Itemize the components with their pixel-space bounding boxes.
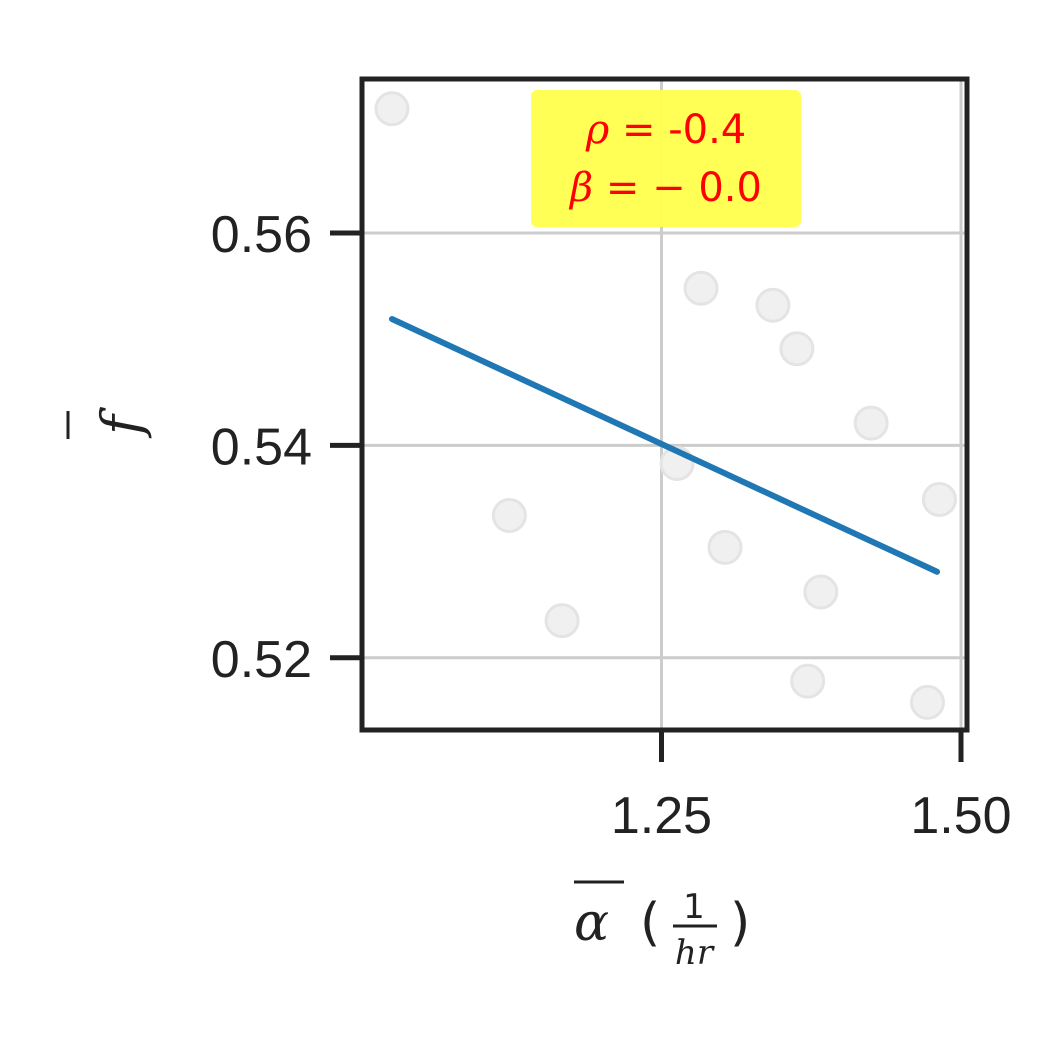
data-points bbox=[374, 91, 957, 720]
data-point-12 bbox=[921, 482, 957, 518]
regression-line bbox=[388, 316, 941, 575]
stats-annotation: ρ = -0.4 β = − 0.0 bbox=[531, 90, 801, 227]
data-point-9 bbox=[803, 574, 839, 610]
x-label-close-paren: ) bbox=[730, 893, 750, 953]
data-point-2 bbox=[544, 603, 580, 639]
data-point-0 bbox=[374, 91, 410, 127]
data-point-6 bbox=[755, 287, 791, 323]
data-point-11 bbox=[909, 684, 945, 720]
x-tick-label-0: 1.25 bbox=[611, 787, 712, 845]
x-label-unit-denominator: hr bbox=[675, 933, 715, 973]
x-label-symbol: α bbox=[574, 893, 609, 953]
grid-lines bbox=[362, 79, 967, 730]
y-axis-label: f bbox=[66, 407, 153, 439]
rho-annotation: ρ = -0.4 bbox=[585, 107, 747, 153]
data-point-5 bbox=[707, 529, 743, 565]
x-axis-label: α ( 1 hr ) bbox=[574, 880, 750, 973]
x-axis-ticks: 1.25 1.50 bbox=[611, 730, 1012, 845]
y-label-symbol: f bbox=[90, 407, 153, 439]
data-point-8 bbox=[790, 663, 826, 699]
y-tick-label-0: 0.52 bbox=[211, 631, 312, 689]
data-point-1 bbox=[491, 497, 527, 533]
x-tick-label-1: 1.50 bbox=[910, 787, 1011, 845]
x-label-open-paren: ( bbox=[640, 893, 660, 953]
y-axis-ticks: 0.52 0.54 0.56 bbox=[211, 206, 362, 689]
y-tick-label-1: 0.54 bbox=[211, 418, 312, 476]
data-point-10 bbox=[853, 405, 889, 441]
data-point-4 bbox=[683, 270, 719, 306]
x-label-unit-numerator: 1 bbox=[683, 887, 705, 927]
plot-frame bbox=[359, 76, 970, 733]
beta-annotation: β = − 0.0 bbox=[568, 165, 762, 211]
y-tick-label-2: 0.56 bbox=[211, 206, 312, 264]
data-point-7 bbox=[779, 331, 815, 367]
annotation-box bbox=[531, 90, 801, 227]
